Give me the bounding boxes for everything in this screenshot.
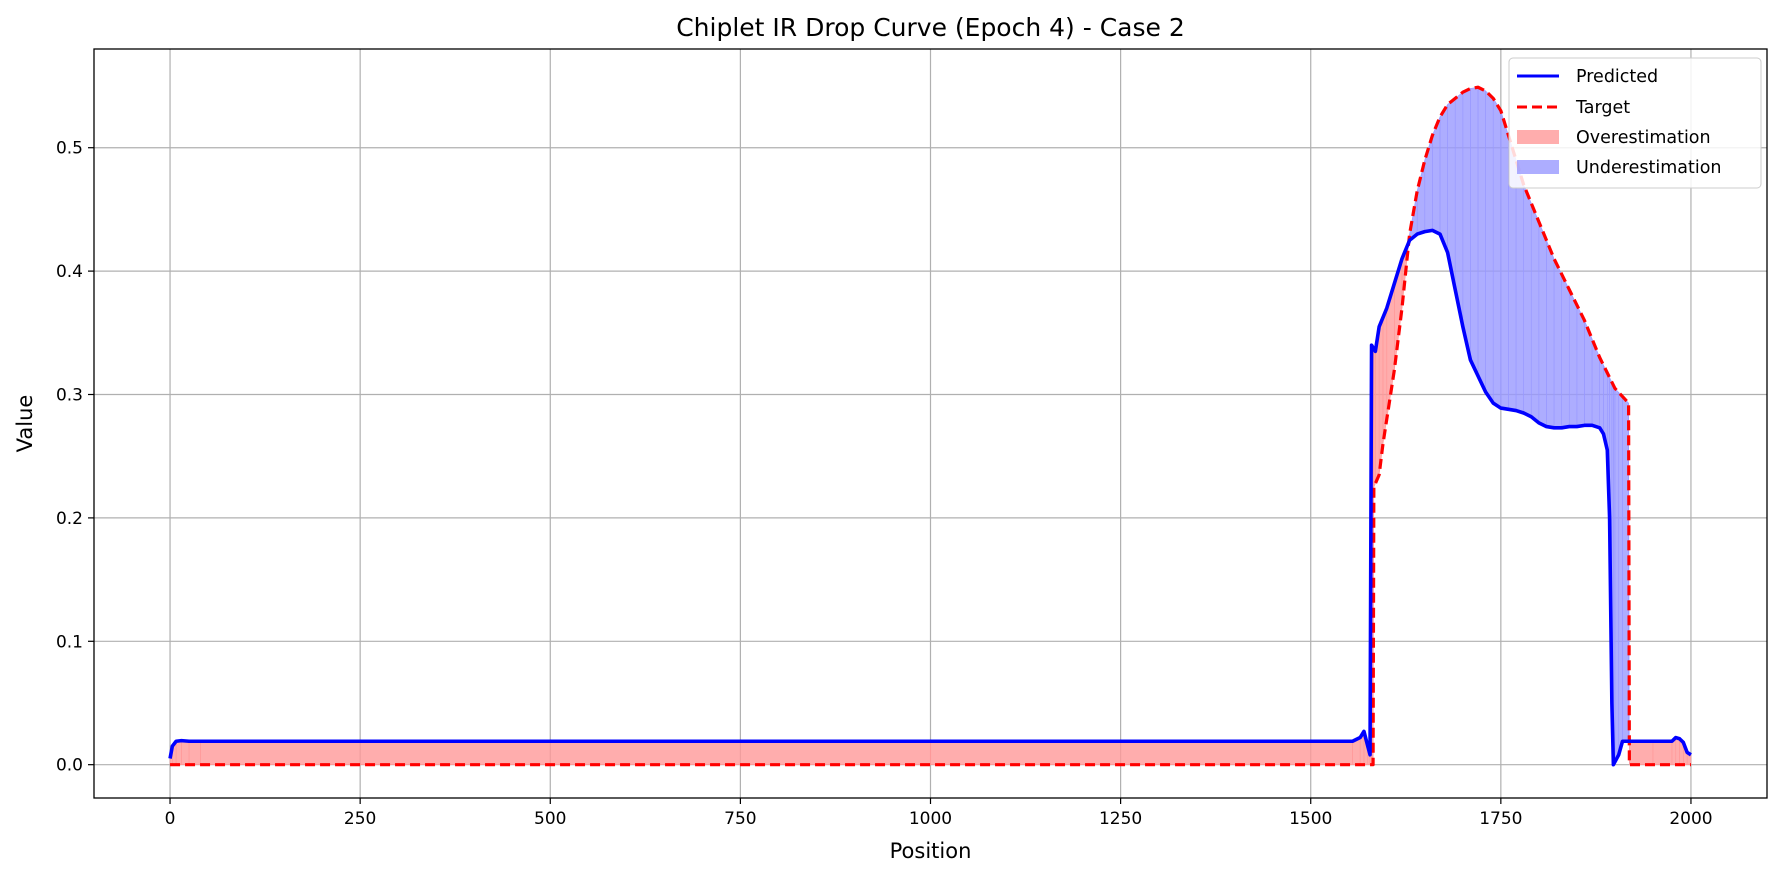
axis-ticks: 0 250 500 750 1000 1250 1500 1750 2000 0.0 0.1 0.2 0… bbox=[56, 139, 1713, 829]
target-line bbox=[170, 85, 1691, 767]
overestimation-region bbox=[175, 740, 182, 765]
overestimation-region bbox=[1629, 740, 1654, 765]
legend-predicted-label: Predicted bbox=[1576, 67, 1658, 87]
y-tick-label: 0.1 bbox=[56, 632, 83, 652]
underestimation-region bbox=[1470, 86, 1479, 377]
y-tick-label: 0.4 bbox=[56, 262, 83, 282]
underestimation-region bbox=[1599, 357, 1604, 436]
series-lines bbox=[168, 85, 1692, 767]
x-tick-label: 0 bbox=[165, 809, 176, 829]
underestimation-region bbox=[1538, 221, 1547, 428]
chart-title: Chiplet IR Drop Curve (Epoch 4) - Case 2 bbox=[676, 13, 1185, 42]
y-axis-label: Value bbox=[13, 395, 37, 453]
legend: Predicted Target Overestimation Underest… bbox=[1508, 57, 1762, 189]
underestimation-region bbox=[1523, 184, 1532, 418]
underestimation-region bbox=[1492, 97, 1502, 409]
underestimation-region bbox=[1568, 289, 1578, 427]
legend-box bbox=[1508, 57, 1762, 189]
predicted-line bbox=[168, 228, 1692, 767]
overestimation-region bbox=[188, 740, 201, 765]
underestimation-region bbox=[1485, 90, 1494, 405]
underestimation-region bbox=[1439, 103, 1448, 253]
legend-underestimation-swatch bbox=[1517, 160, 1559, 174]
overestimation-region bbox=[1675, 737, 1680, 765]
x-tick-label: 250 bbox=[344, 809, 376, 829]
underestimation-region bbox=[1584, 320, 1593, 426]
underestimation-region bbox=[1622, 395, 1629, 742]
legend-underestimation-label: Underestimation bbox=[1576, 158, 1722, 178]
y-tick-label: 0.5 bbox=[56, 139, 83, 159]
underestimation-region bbox=[1477, 86, 1486, 393]
underestimation-region bbox=[1618, 391, 1623, 755]
legend-overestimation-swatch bbox=[1517, 130, 1559, 144]
x-tick-label: 500 bbox=[534, 809, 566, 829]
x-tick-label: 1250 bbox=[1099, 809, 1142, 829]
underestimation-region bbox=[1546, 240, 1555, 429]
x-tick-label: 1500 bbox=[1289, 809, 1332, 829]
overestimation-region bbox=[181, 740, 190, 765]
overestimation-region bbox=[1652, 740, 1673, 765]
legend-target-label: Target bbox=[1575, 98, 1630, 118]
x-tick-label: 2000 bbox=[1669, 809, 1712, 829]
x-tick-label: 750 bbox=[724, 809, 756, 829]
underestimation-region bbox=[1462, 88, 1471, 361]
y-tick-label: 0.2 bbox=[56, 509, 83, 529]
underestimation-region bbox=[1500, 110, 1509, 410]
underestimation-region bbox=[1614, 387, 1620, 763]
underestimation-region bbox=[1515, 159, 1524, 414]
underestimation-region bbox=[1553, 258, 1562, 429]
legend-overestimation-label: Overestimation bbox=[1576, 128, 1711, 148]
underestimation-region bbox=[1576, 304, 1585, 427]
x-tick-label: 1750 bbox=[1479, 809, 1522, 829]
overestimation-region bbox=[200, 740, 931, 765]
x-axis-label: Position bbox=[890, 839, 972, 863]
underestimation-region bbox=[1561, 274, 1570, 429]
underestimation-region bbox=[1530, 203, 1540, 424]
overestimation-region bbox=[930, 740, 1353, 765]
y-tick-label: 0.3 bbox=[56, 386, 83, 406]
y-tick-label: 0.0 bbox=[56, 756, 83, 776]
x-tick-label: 1000 bbox=[909, 809, 952, 829]
